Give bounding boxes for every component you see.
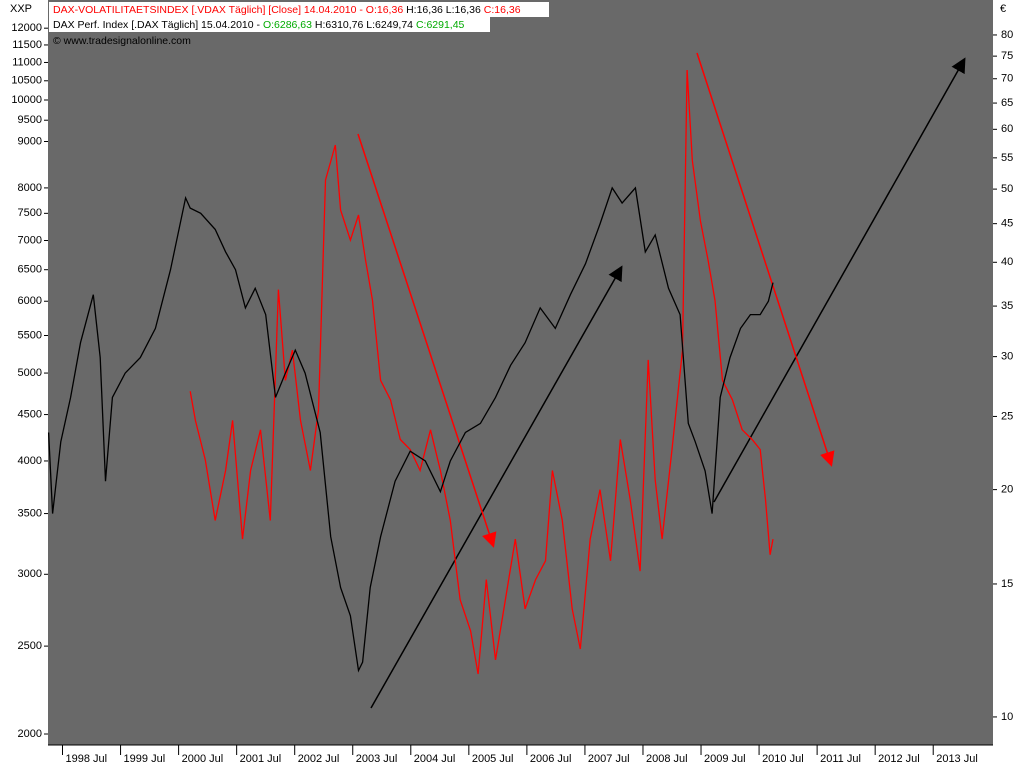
trend-arrows [357,52,966,709]
y-tick-label: 4000 [18,455,42,467]
y-tick-label: 10500 [11,75,42,87]
x-tick-label: 2011 Jul [820,753,861,765]
y-tick-label: 12000 [11,22,42,34]
y-tick-label: 9500 [18,114,42,126]
quote: H:6310,76 [315,19,364,31]
y-axis-label: XXP [10,3,32,15]
y2-tick-label: 80 [1001,29,1013,41]
y-tick-label: 7000 [18,234,42,246]
x-tick-label: 2012 Jul [878,753,920,765]
x-tick-label: 2001 Jul [240,753,282,765]
y-tick-label: 5500 [18,329,42,341]
quote: L:6249,74 [366,19,413,31]
series-line [47,186,774,673]
x-tick-label: 2003 Jul [356,753,398,765]
y2-tick-label: 60 [1001,123,1013,135]
quote: O:6286,63 [263,19,312,31]
quote: C:16,36 [484,4,521,16]
y2-tick-label: 15 [1001,578,1013,590]
legend-name: DAX-VOLATILITAETSINDEX [.VDAX Täglich] [… [53,4,363,16]
y-tick-label: 6000 [18,295,42,307]
legend: DAX-VOLATILITAETSINDEX [.VDAX Täglich] [… [49,2,549,47]
y-tick-label: 3500 [18,507,42,519]
x-tick-label: 2009 Jul [704,753,746,765]
y-tick-label: 9000 [18,135,42,147]
y-tick-label: 7500 [18,207,42,219]
y2-tick-label: 70 [1001,73,1013,85]
y2-tick-label: 25 [1001,410,1013,422]
x-tick-label: 2004 Jul [414,753,456,765]
x-tick-label: 2008 Jul [646,753,688,765]
quote: C:6291,45 [416,19,465,31]
y-tick-label: 10000 [11,94,42,106]
legend-text: DAX-VOLATILITAETSINDEX [.VDAX Täglich] [… [53,4,521,16]
plot-area [48,0,993,745]
x-tick-label: 2000 Jul [182,753,224,765]
x-tick-label: 2002 Jul [298,753,340,765]
quote: H:16,36 [406,4,443,16]
y2-tick-label: 65 [1001,97,1013,109]
x-tick-label: 2007 Jul [588,753,630,765]
trend-arrow [696,52,835,467]
y2-tick-label: 20 [1001,484,1013,496]
y-tick-label: 6500 [18,264,42,276]
y-tick-label: 3000 [18,568,42,580]
y2-axis-label: € [1000,3,1006,15]
legend-box [49,2,549,17]
legend-box [49,17,490,32]
copyright: © www.tradesignalonline.com [53,35,191,47]
x-tick-label: 2005 Jul [472,753,514,765]
legend-name: DAX Perf. Index [.DAX Täglich] 15.04.201… [53,19,261,31]
y2-tick-label: 30 [1001,351,1013,363]
y2-tick-label: 35 [1001,300,1013,312]
y-tick-label: 11000 [12,56,42,68]
series-line [189,69,774,675]
y2-tick-label: 75 [1001,50,1013,62]
y-tick-label: 2500 [18,640,42,652]
y2-tick-label: 55 [1001,152,1013,164]
quote: O:16,36 [366,4,404,16]
y-tick-label: 2000 [18,728,42,740]
x-tick-label: 2010 Jul [762,753,804,765]
y-tick-label: 4500 [18,408,42,420]
y2-tick-label: 10 [1001,711,1013,723]
y2-tick-label: 45 [1001,218,1013,230]
x-tick-label: 2013 Jul [936,753,978,765]
y2-tick-label: 40 [1001,256,1013,268]
trend-arrow [370,265,623,709]
x-tick-label: 1998 Jul [66,753,108,765]
trend-arrow [357,133,497,548]
x-tick-label: 2006 Jul [530,753,572,765]
y-tick-label: 11500 [12,39,42,51]
y2-tick-label: 50 [1001,183,1013,195]
quote: L:16,36 [446,4,481,16]
y-tick-label: 8000 [18,182,42,194]
trend-arrow [713,57,966,503]
y-tick-label: 5000 [18,367,42,379]
legend-text: DAX Perf. Index [.DAX Täglich] 15.04.201… [53,19,465,31]
x-tick-label: 1999 Jul [124,753,166,765]
